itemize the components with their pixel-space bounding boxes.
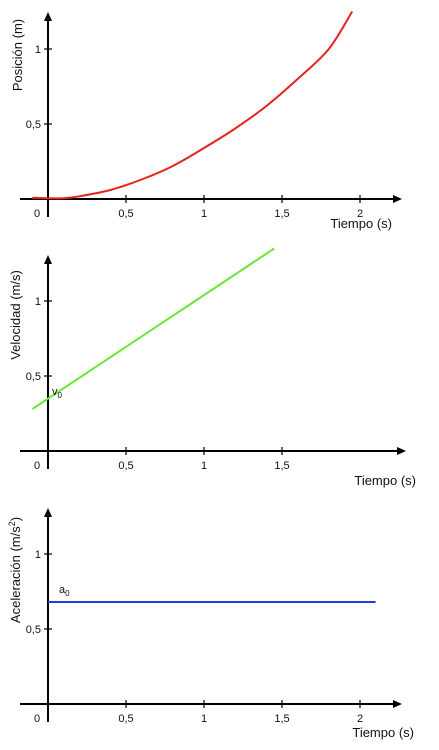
x-axis-arrow-icon <box>397 447 406 455</box>
annotation-label: v0 <box>52 386 63 400</box>
x-axis-label: Tiempo (s) <box>352 725 414 740</box>
x-tick-label: 1,5 <box>274 713 289 725</box>
y-axis-label: Posición (m) <box>10 19 25 91</box>
x-axis-label: Tiempo (s) <box>330 216 392 231</box>
x-axis-label: Tiempo (s) <box>354 473 416 488</box>
x-tick-label: 0 <box>34 208 40 220</box>
x-tick-label: 0,5 <box>118 713 133 725</box>
x-tick-label: 0,5 <box>118 208 133 220</box>
y-tick-label: 1 <box>35 549 41 561</box>
x-tick-label: 2 <box>357 713 363 725</box>
x-tick-label: 0,5 <box>118 460 133 472</box>
x-tick-label: 0 <box>34 460 40 472</box>
x-tick-label: 1 <box>201 208 207 220</box>
y-axis-label: Velocidad (m/s) <box>8 270 23 360</box>
y-axis-label: Aceleración (m/s2) <box>7 517 23 623</box>
x-tick-label: 1,5 <box>274 208 289 220</box>
y-axis-arrow-icon <box>44 12 52 21</box>
x-tick-label: 2 <box>357 208 363 220</box>
y-tick-label: 1 <box>35 44 41 56</box>
y-tick-label: 0,5 <box>26 624 41 636</box>
series-line <box>31 247 275 410</box>
x-axis-arrow-icon <box>393 195 402 203</box>
y-tick-label: 0,5 <box>26 119 41 131</box>
x-axis-arrow-icon <box>393 700 402 708</box>
x-tick-label: 1 <box>201 460 207 472</box>
y-axis-arrow-icon <box>44 255 52 264</box>
y-tick-label: 0,5 <box>26 371 41 383</box>
x-tick-label: 0 <box>34 713 40 725</box>
y-axis-arrow-icon <box>44 508 52 517</box>
x-tick-label: 1,5 <box>274 460 289 472</box>
x-tick-label: 1 <box>201 713 207 725</box>
acceleration-chart: 0 0,5 1 1,5 2 0,5 1 Tiempo (s) Aceleración (m/s2… <box>7 508 414 740</box>
position-chart: 0 0,5 1 1,5 2 0,5 1 Tiempo (s) Posición (m) <box>10 10 402 231</box>
annotation-label: a0 <box>59 584 70 598</box>
y-tick-label: 1 <box>35 296 41 308</box>
velocity-chart: 0 0,5 1 1,5 0,5 1 Tiempo (s) Velocidad (m/s) v0 <box>8 247 416 488</box>
series-line <box>32 10 354 200</box>
